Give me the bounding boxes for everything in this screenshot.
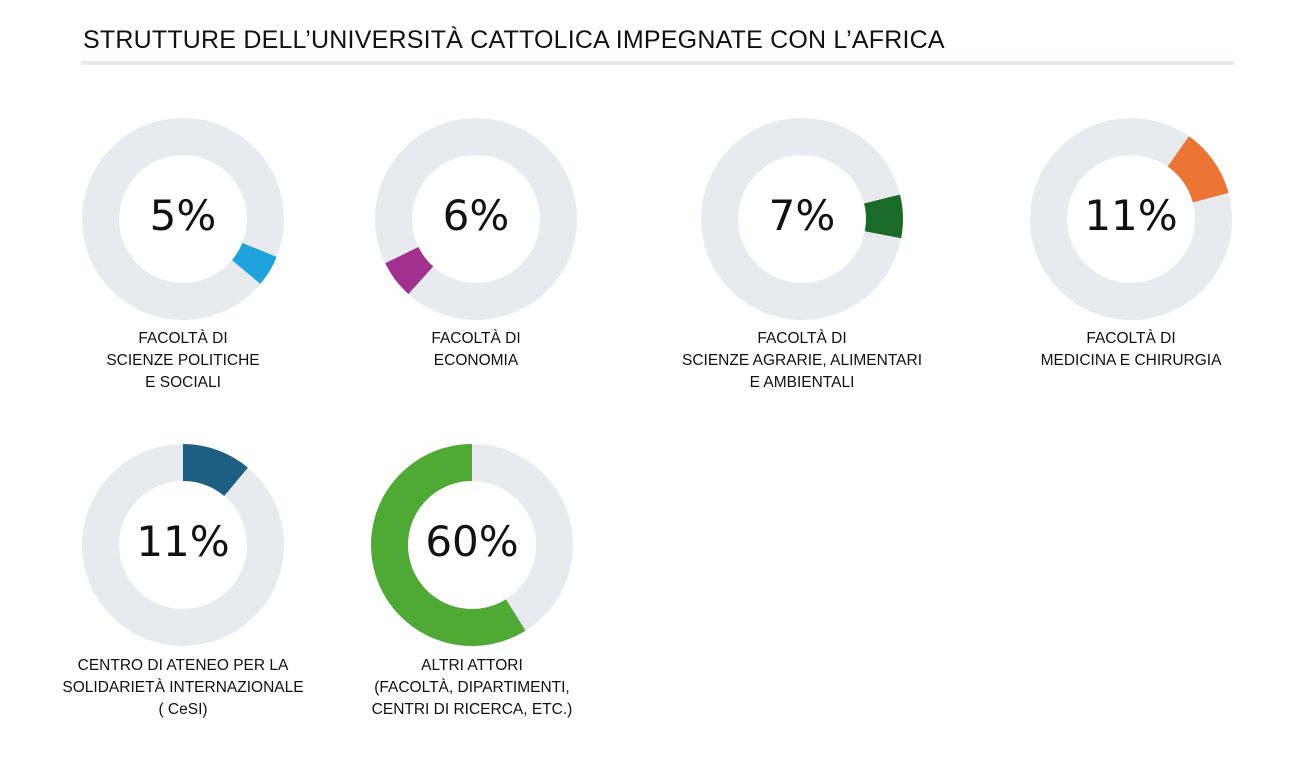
donut-label: FACOLTÀ DI SCIENZE AGRARIE, ALIMENTARI E… bbox=[681, 330, 922, 391]
donut-value: 5% bbox=[149, 191, 217, 240]
donut-value: 60% bbox=[425, 517, 519, 566]
donut-segment bbox=[1167, 136, 1229, 203]
donut-label: FACOLTÀ DI MEDICINA E CHIRURGIA bbox=[1040, 330, 1222, 369]
donut-segment bbox=[385, 247, 434, 295]
donut-label: FACOLTÀ DI SCIENZE POLITICHE E SOCIALI bbox=[106, 330, 260, 391]
donut-track bbox=[375, 118, 577, 320]
donut-chart bbox=[1030, 118, 1232, 320]
donut-segment bbox=[232, 242, 277, 284]
donut-track bbox=[82, 118, 284, 320]
donut-value: 6% bbox=[442, 191, 510, 240]
donut-chart bbox=[375, 118, 577, 320]
donut-value: 7% bbox=[768, 191, 836, 240]
donut-label: ALTRI ATTORI (FACOLTÀ, DIPARTIMENTI, CEN… bbox=[371, 657, 573, 718]
title-divider bbox=[81, 61, 1234, 65]
donut-label: FACOLTÀ DI ECONOMIA bbox=[431, 330, 521, 369]
donut-segment bbox=[371, 444, 526, 646]
donut-track bbox=[1030, 118, 1232, 320]
donut-chart bbox=[82, 118, 284, 320]
chart-title: STRUTTURE DELL’UNIVERSITÀ CATTOLICA IMPE… bbox=[83, 26, 945, 54]
donut-value: 11% bbox=[1084, 191, 1178, 240]
donut-chart bbox=[701, 118, 903, 320]
donut-segment bbox=[864, 194, 903, 239]
donut-chart bbox=[82, 444, 284, 646]
donut-segment bbox=[183, 444, 248, 496]
donut-value: 11% bbox=[136, 517, 230, 566]
donut-label: CENTRO DI ATENEO PER LA SOLIDARIETÀ INTE… bbox=[62, 657, 304, 718]
donut-chart bbox=[371, 444, 573, 646]
